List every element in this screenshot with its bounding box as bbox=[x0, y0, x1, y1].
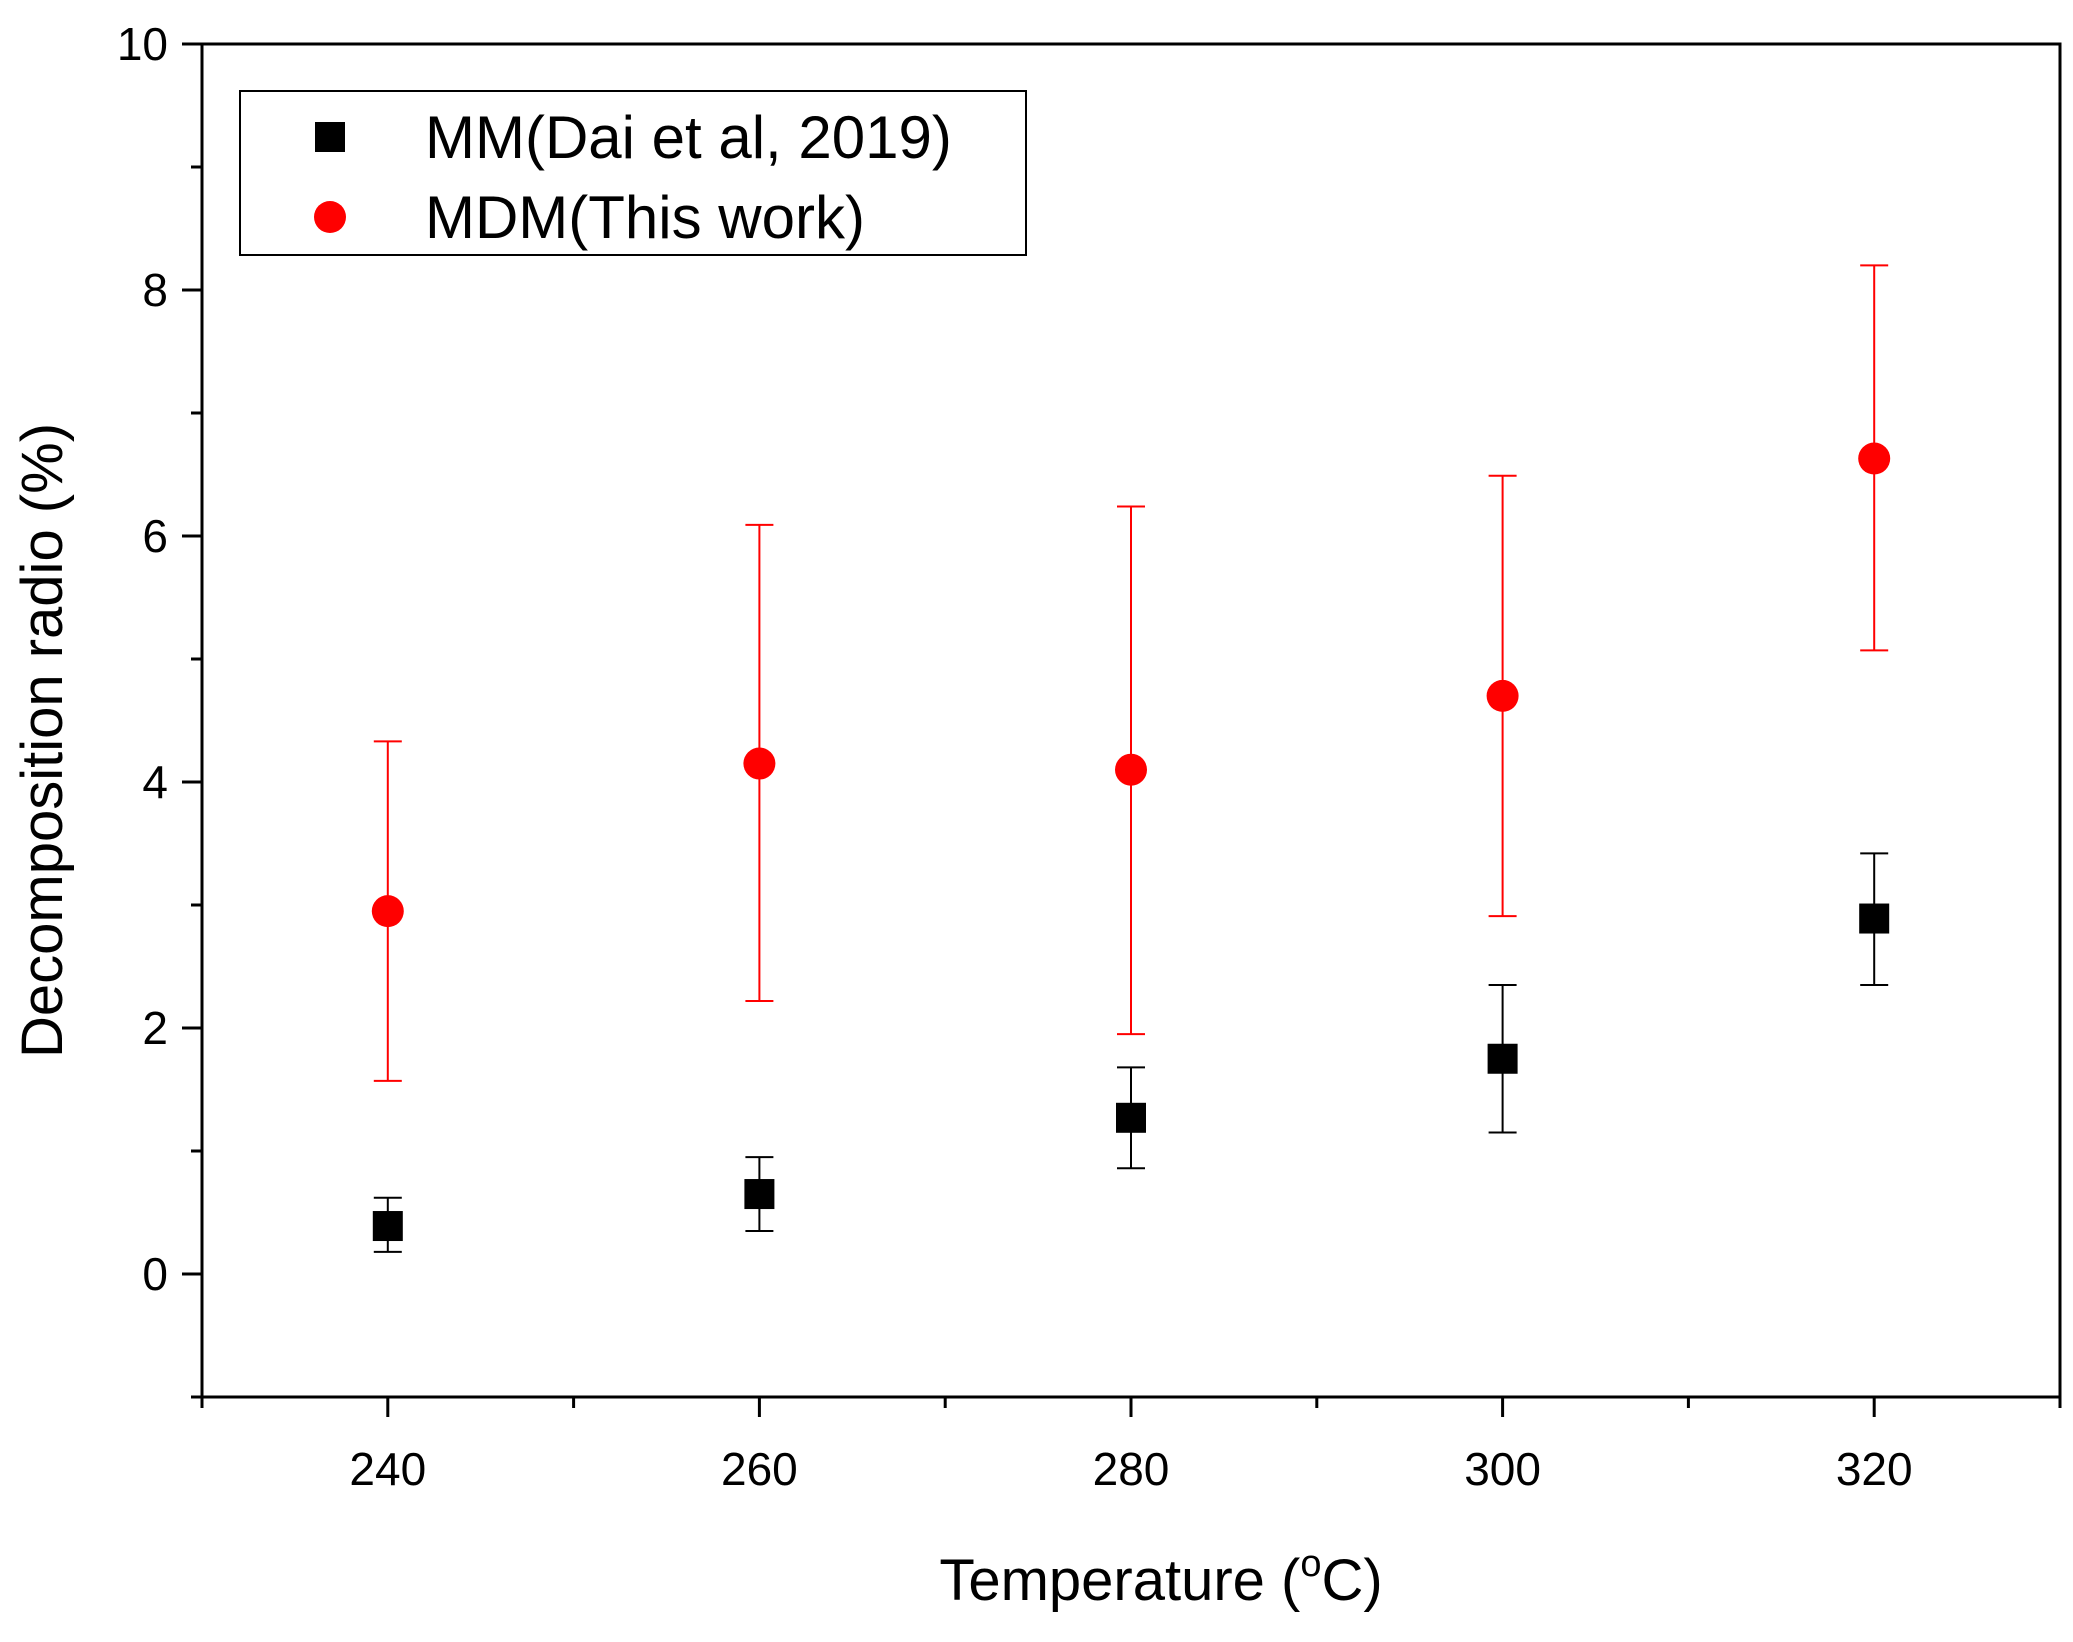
y-axis-title: Decomposition radio (%) bbox=[10, 423, 75, 1058]
mm-square-point bbox=[744, 1179, 775, 1210]
y-tick-label: 8 bbox=[142, 264, 168, 316]
mm-square-point bbox=[1487, 1043, 1518, 1074]
x-axis-title: Temperature (oC) bbox=[939, 1543, 1382, 1613]
legend-box bbox=[239, 90, 1027, 256]
x-tick-label: 320 bbox=[1836, 1443, 1913, 1495]
mdm-circle-point bbox=[743, 747, 776, 780]
y-tick-label: 6 bbox=[142, 510, 168, 562]
mdm-circle-point bbox=[1115, 753, 1147, 786]
y-tick-label: 10 bbox=[117, 18, 168, 70]
legend-label: MDM(This work) bbox=[425, 184, 865, 251]
axis-titles: Temperature (oC) Decomposition radio (%) bbox=[10, 423, 1383, 1613]
mdm-circle-point bbox=[1858, 442, 1891, 475]
y-tick-label: 2 bbox=[142, 1002, 168, 1054]
legend: MM(Dai et al, 2019) MDM(This work) bbox=[239, 90, 1027, 256]
y-tick-label: 0 bbox=[142, 1248, 168, 1300]
legend-label: MM(Dai et al, 2019) bbox=[425, 104, 952, 171]
x-axis-title-unit: C) bbox=[1321, 1548, 1382, 1613]
x-axis-title-text: Temperature ( bbox=[939, 1548, 1300, 1613]
mdm-circle-point bbox=[1486, 679, 1519, 712]
x-axis-title-superscript: o bbox=[1300, 1543, 1321, 1585]
mm-square-point bbox=[1116, 1102, 1146, 1133]
x-tick-label: 300 bbox=[1464, 1443, 1541, 1495]
axis-ticks: 240 260 280 300 320 0 2 4 6 8 10 bbox=[117, 18, 2062, 1495]
x-tick-label: 260 bbox=[721, 1443, 798, 1495]
legend-circle-marker bbox=[314, 201, 346, 233]
data-points bbox=[371, 442, 1891, 1242]
mdm-circle-point bbox=[371, 895, 404, 928]
x-tick-label: 240 bbox=[349, 1443, 426, 1495]
x-tick-label: 280 bbox=[1093, 1443, 1170, 1495]
mm-square-point bbox=[1859, 903, 1890, 934]
y-tick-label: 4 bbox=[142, 756, 168, 808]
legend-square-marker bbox=[315, 122, 345, 152]
mm-square-point bbox=[372, 1211, 403, 1242]
